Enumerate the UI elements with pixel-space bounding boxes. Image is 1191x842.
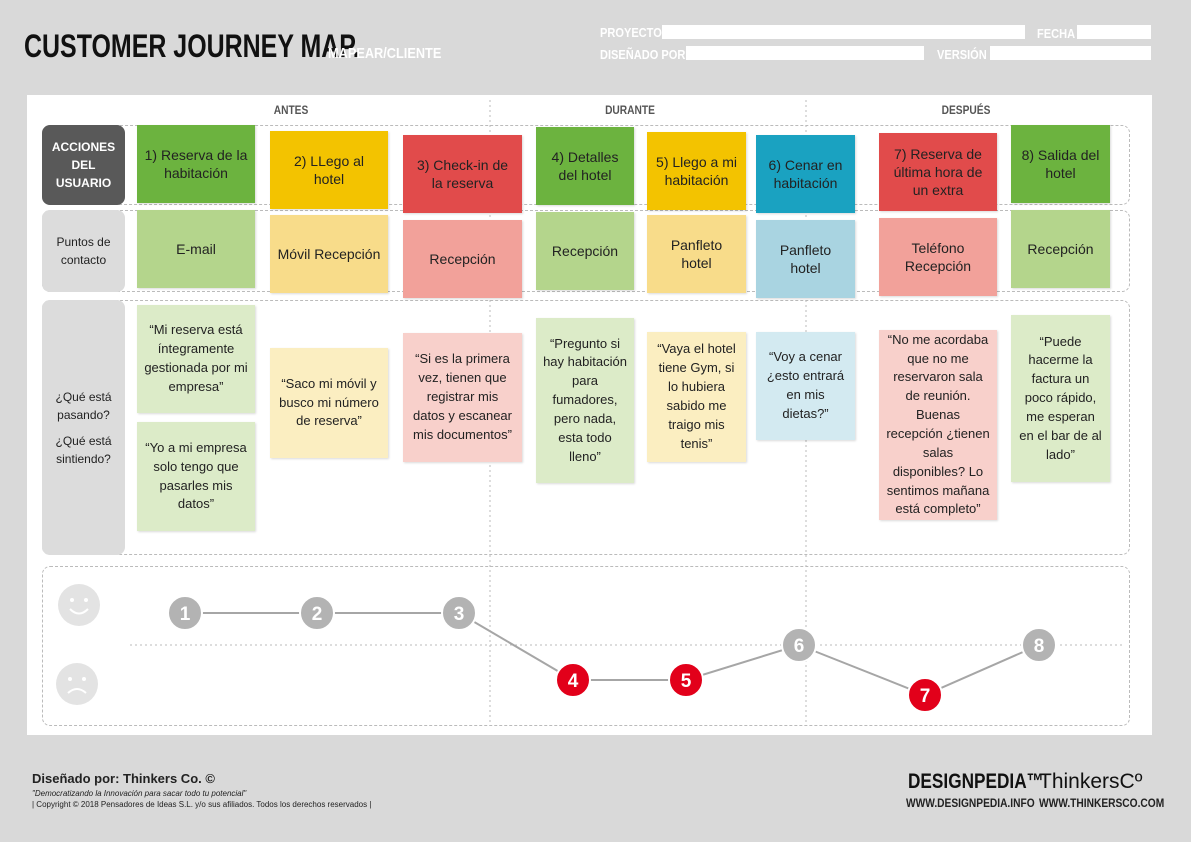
emotion-label: 1: [180, 604, 191, 625]
emotion-label: 6: [794, 636, 805, 657]
thought-note: “Saco mi móvil y busco mi número de rese…: [270, 348, 388, 458]
footer-motto: "Democratizando la Innovación para sacar…: [32, 789, 247, 798]
phase-label: ANTES: [273, 103, 309, 117]
action-note: 2) LLego al hotel: [270, 131, 388, 209]
brand-logo: ThinkersCº: [1039, 770, 1143, 793]
brand-url[interactable]: WWW.THINKERSCO.COM: [1039, 796, 1165, 810]
emotion-label: 8: [1034, 636, 1045, 657]
emotion-label: 5: [681, 671, 692, 692]
thought-note: “Si es la primera vez, tienen que regist…: [403, 333, 522, 462]
brand-url[interactable]: WWW.DESIGNPEDIA.INFO: [906, 796, 1035, 810]
subtitle: MAPEAR/CLIENTE: [328, 45, 442, 62]
emotion-point: [167, 595, 203, 631]
touchpoint-note: E-mail: [137, 210, 255, 288]
field-label: DISEÑADO POR: [600, 47, 686, 62]
emotion-label: 3: [454, 604, 465, 625]
field-input[interactable]: [1077, 25, 1151, 39]
row-frame: [42, 566, 1130, 726]
touchpoint-note: Recepción: [1011, 210, 1110, 288]
row-label: ACCIONES DEL USUARIO: [42, 125, 125, 205]
action-note: 1) Reserva de la habitación: [137, 125, 255, 203]
happy-face: [58, 584, 100, 626]
row-label-text: ACCIONES DEL USUARIO: [51, 140, 116, 190]
emotion-point: [441, 595, 477, 631]
action-note: 5) Llego a mi habitación: [647, 132, 746, 210]
footer-credit: Diseñado por: Thinkers Co. ©: [32, 771, 215, 786]
field-label: VERSIÓN: [937, 47, 987, 62]
phase-label: DURANTE: [605, 103, 655, 117]
row-label: ¿Qué está pasando? ¿Qué está sintiendo?: [42, 300, 125, 555]
thought-note: “Voy a cenar ¿esto entrará en mis dietas…: [756, 332, 855, 440]
thought-note: “Vaya el hotel tiene Gym, si lo hubiera …: [647, 332, 746, 462]
brand-logo: DESIGNPEDIA™: [908, 770, 1044, 793]
title: CUSTOMER JOURNEY MAP.: [24, 28, 360, 64]
emotion-point: [781, 627, 817, 663]
action-note: 6) Cenar en habitación: [756, 135, 855, 213]
thought-note: “Pregunto si hay habitación para fumador…: [536, 318, 634, 483]
emotion-point: [668, 662, 704, 698]
action-note: 4) Detalles del hotel: [536, 127, 634, 205]
footer-copyright: | Copyright © 2018 Pensadores de Ideas S…: [32, 800, 372, 809]
row-label: Puntos de contacto: [42, 210, 125, 292]
thought-note: “Yo a mi empresa solo tengo que pasarles…: [137, 422, 255, 531]
emotion-point: [1021, 627, 1057, 663]
phase-label: DESPUÉS: [941, 103, 991, 117]
touchpoint-note: Panfleto hotel: [756, 220, 855, 298]
field-label: PROYECTO: [600, 25, 662, 40]
touchpoint-note: Recepción: [403, 220, 522, 298]
thought-note: “No me acordaba que no me reservaron sal…: [879, 330, 997, 520]
emotion-point: [299, 595, 335, 631]
action-note: 8) Salida del hotel: [1011, 125, 1110, 203]
sad-face: [56, 663, 98, 705]
touchpoint-note: Móvil Recepción: [270, 215, 388, 293]
emotion-point: [555, 662, 591, 698]
row-label-text: Puntos de contacto: [56, 235, 111, 267]
field-input[interactable]: [990, 46, 1151, 60]
thought-note: “Puede hacerme la factura un poco rápido…: [1011, 315, 1110, 482]
touchpoint-note: Panfleto hotel: [647, 215, 746, 293]
emotion-label: 4: [568, 671, 579, 692]
emotion-point: [907, 677, 943, 713]
touchpoint-note: Teléfono Recepción: [879, 218, 997, 296]
field-input[interactable]: [686, 46, 924, 60]
action-note: 3) Check-in de la reserva: [403, 135, 522, 213]
journey-line: [185, 612, 1040, 697]
emotion-label: 7: [920, 686, 931, 707]
field-label: FECHA: [1037, 26, 1076, 41]
thought-note: “Mi reserva está íntegramente gestionada…: [137, 305, 255, 413]
touchpoint-note: Recepción: [536, 212, 634, 290]
emotion-label: 2: [312, 604, 323, 625]
field-input[interactable]: [662, 25, 1025, 39]
row-label-text: ¿Qué está sintiendo?: [55, 433, 112, 466]
row-label-text: ¿Qué está pasando?: [55, 389, 112, 422]
action-note: 7) Reserva de última hora de un extra: [879, 133, 997, 211]
